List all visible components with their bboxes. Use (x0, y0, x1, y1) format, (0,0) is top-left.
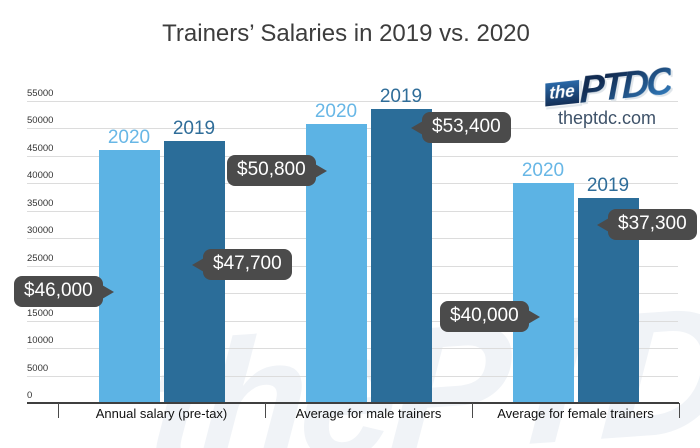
brand-logo-mark: the PTDC (543, 60, 671, 113)
value-callout-2020-2: $50,800 (227, 155, 327, 186)
x-axis-category-label: Average for female trainers (497, 406, 654, 421)
x-axis-tick (679, 403, 680, 418)
brand-logo-ptdc: PTDC (579, 60, 671, 113)
value-callout-2019-1: $47,700 (192, 249, 292, 280)
series-label-2019: 2019 (586, 174, 630, 196)
series-label-2019: 2019 (172, 117, 216, 139)
brand-logo: the PTDC theptdc.com (518, 60, 696, 129)
callout-pointer-icon (597, 217, 609, 232)
y-axis-tick-label: 15000 (27, 307, 54, 319)
callout-pointer-icon (192, 257, 204, 272)
y-axis-tick-label: 40000 (27, 170, 54, 181)
series-label-2020: 2020 (107, 127, 151, 148)
x-axis-tick (265, 403, 266, 418)
callout-pointer-icon (527, 309, 540, 324)
value-callout-2019-3: $53,400 (411, 112, 511, 143)
y-axis-tick-label: 5000 (27, 362, 49, 374)
x-axis-tick (58, 403, 59, 418)
series-label-2019: 2019 (379, 86, 423, 108)
brand-website: theptdc.com (557, 108, 657, 128)
bar-2020-category-0 (98, 150, 160, 403)
y-axis-tick-label: 35000 (27, 197, 54, 209)
x-axis-tick (472, 403, 473, 418)
bar-2019-category-1 (370, 109, 432, 403)
brand-logo-the: the (543, 78, 580, 108)
value-callout-2020-0: $46,000 (14, 276, 114, 307)
gridline-55000 (27, 100, 678, 102)
y-axis-tick-label: 30000 (27, 225, 54, 236)
y-axis-tick-label: 10000 (27, 335, 54, 346)
x-axis-line (27, 402, 679, 404)
callout-pointer-icon (101, 284, 114, 299)
chart-title: Trainers’ Salaries in 2019 vs. 2020 (162, 20, 530, 47)
y-axis-tick-label: 50000 (27, 115, 54, 126)
y-axis-tick-label: 55000 (27, 87, 54, 99)
callout-pointer-icon (411, 120, 423, 135)
series-label-2020: 2020 (521, 160, 565, 181)
series-label-2020: 2020 (314, 100, 358, 122)
value-callout-2019-5: $37,300 (597, 209, 697, 240)
bar-2020-category-2 (512, 183, 574, 403)
x-axis-category-label: Average for male trainers (295, 406, 442, 421)
value-callout-2020-4: $40,000 (440, 301, 540, 332)
callout-pointer-icon (314, 163, 327, 178)
y-axis-tick-label: 0 (27, 390, 33, 401)
y-axis-tick-label: 25000 (27, 252, 54, 264)
y-axis-tick-label: 45000 (27, 142, 54, 154)
x-axis-category-label: Annual salary (pre-tax) (95, 406, 228, 421)
